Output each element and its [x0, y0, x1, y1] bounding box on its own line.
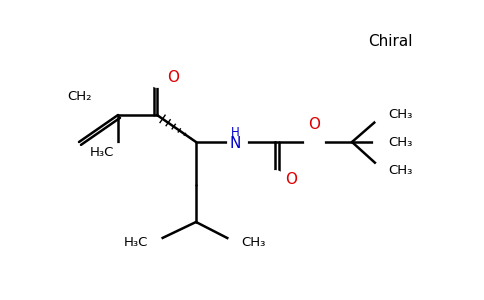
- Text: CH₃: CH₃: [388, 136, 412, 148]
- Text: CH₃: CH₃: [388, 164, 412, 176]
- Text: N: N: [229, 136, 241, 152]
- Text: CH₃: CH₃: [388, 109, 412, 122]
- Text: H₃C: H₃C: [123, 236, 148, 250]
- Text: O: O: [285, 172, 297, 188]
- Text: H₃C: H₃C: [90, 146, 114, 160]
- Text: CH₂: CH₂: [67, 90, 91, 103]
- Text: H: H: [230, 127, 240, 140]
- Text: CH₃: CH₃: [241, 236, 265, 250]
- Text: O: O: [167, 70, 179, 85]
- Text: O: O: [308, 117, 320, 132]
- Text: Chiral: Chiral: [368, 34, 412, 50]
